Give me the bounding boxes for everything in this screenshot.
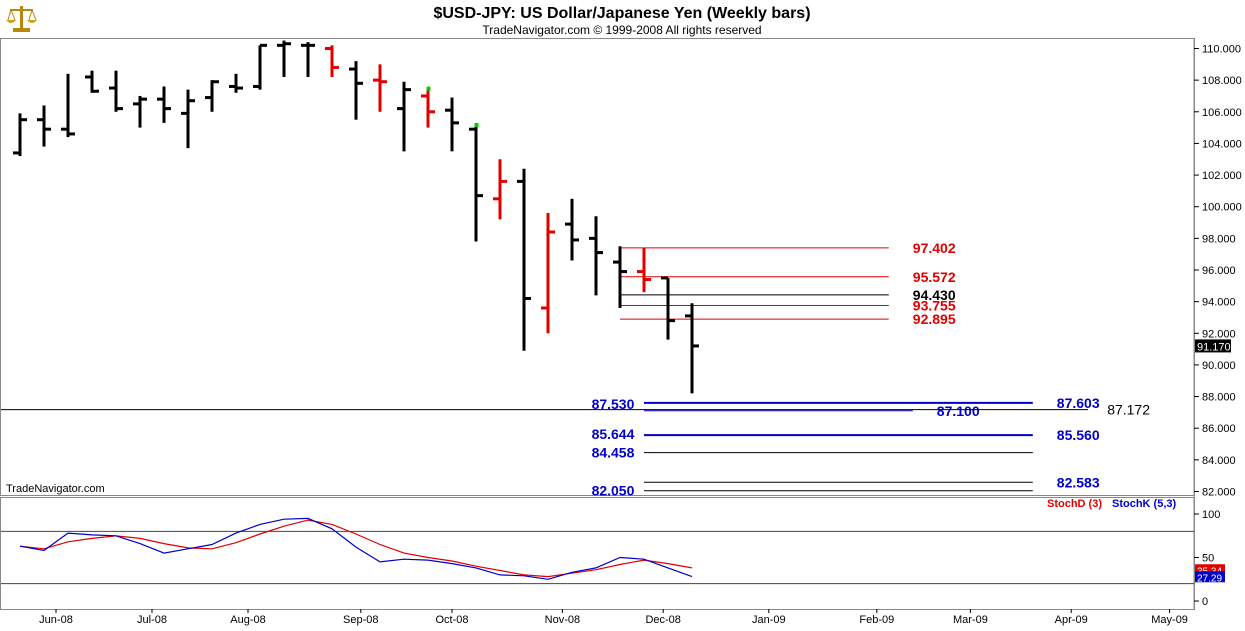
signal-dot: [474, 123, 479, 128]
price-tick-label: 82.000: [1202, 487, 1236, 499]
level-label: 94.430: [913, 287, 956, 303]
oscillator-series-line: [19, 519, 693, 578]
ohlc-bar: [613, 246, 627, 308]
oscillator-tick-label: 100: [1202, 509, 1220, 521]
price-tick-label: 90.000: [1202, 360, 1236, 372]
ohlc-bar: [61, 73, 75, 138]
ohlc-bar: [13, 113, 27, 157]
level-label: 93.755: [913, 298, 956, 314]
price-tick-label: 104.000: [1202, 138, 1242, 150]
level-label: 82.583: [1057, 474, 1100, 490]
ohlc-bar: [589, 216, 603, 296]
oscillator-series-line: [19, 517, 693, 580]
time-tick-label: Oct-08: [435, 614, 468, 626]
ohlc-bar: [373, 64, 387, 112]
oscillator-last-badge: [1195, 564, 1225, 576]
time-tick-label: Jul-08: [137, 614, 167, 626]
legend-stoch-d: StochD (3): [1047, 498, 1102, 510]
ohlc-bar: [109, 70, 123, 112]
ohlc-bar: [37, 105, 51, 147]
ohlc-bar: [685, 303, 699, 394]
price-tick-label: 94.000: [1202, 297, 1236, 309]
price-tick-label: 92.000: [1202, 328, 1236, 340]
level-label-left: 85.644: [592, 426, 635, 442]
level-label-left: 84.458: [592, 445, 635, 461]
ohlc-bar: [517, 168, 531, 351]
scales-of-justice-icon: [6, 6, 37, 32]
time-tick-label: Aug-08: [230, 614, 265, 626]
last-price-badge: [1195, 339, 1231, 353]
signal-dot: [426, 86, 431, 91]
level-label: 85.560: [1057, 427, 1100, 443]
level-label-left: 82.050: [592, 483, 635, 499]
ohlc-bar: [205, 80, 219, 112]
price-tick-label: 86.000: [1202, 423, 1236, 435]
ohlc-bar: [85, 70, 99, 93]
ohlc-bar: [469, 123, 483, 242]
time-axis: Jun-08 Jul-08 Aug-08 Sep-08 Oct-08 Nov-08 Dec-…: [39, 609, 1188, 626]
price-tick-label: 84.000: [1202, 455, 1236, 467]
level-label: 92.895: [913, 311, 956, 327]
ohlc-bar: [181, 89, 195, 149]
ohlc-bars: [13, 40, 699, 394]
ohlc-bar: [397, 81, 411, 152]
time-tick-label: Mar-09: [953, 614, 988, 626]
time-tick-label: May-09: [1151, 614, 1188, 626]
ohlc-bar: [253, 43, 267, 90]
price-tick-label: 98.000: [1202, 233, 1236, 245]
horizontal-line-label: 87.172: [1107, 402, 1150, 418]
price-tick-label: 96.000: [1202, 265, 1236, 277]
ohlc-bar: [493, 159, 507, 220]
price-tick-label: 108.000: [1202, 75, 1242, 87]
ohlc-bar: [277, 40, 291, 77]
ohlc-bar: [541, 213, 555, 334]
watermark: TradeNavigator.com: [6, 483, 105, 495]
ohlc-bar: [325, 45, 339, 77]
price-tick-label: 100.000: [1202, 202, 1242, 214]
ohlc-bar: [661, 276, 675, 340]
ohlc-bar: [133, 95, 147, 128]
time-tick-label: Feb-09: [859, 614, 894, 626]
time-tick-label: Dec-08: [645, 614, 680, 626]
time-tick-label: Apr-09: [1055, 614, 1088, 626]
time-tick-label: Sep-08: [343, 614, 378, 626]
ohlc-bar: [301, 42, 315, 77]
oscillator-last-badge: [1195, 571, 1225, 583]
ohlc-bar: [637, 247, 651, 293]
chart-title: $USD-JPY: US Dollar/Japanese Yen (Weekly…: [433, 5, 810, 22]
ohlc-bar: [349, 61, 363, 120]
ohlc-bar: [421, 86, 435, 128]
chart-subtitle: TradeNavigator.com © 1999-2008 All right…: [482, 23, 761, 37]
level-label: 95.572: [913, 269, 956, 285]
price-tick-label: 106.000: [1202, 107, 1242, 119]
time-tick-label: Jan-09: [752, 614, 786, 626]
level-label-left: 87.530: [592, 396, 635, 412]
price-tick-label: 110.000: [1202, 44, 1241, 56]
price-axis: 110.000 108.000 106.000 104.000 102.000 100.0…: [1194, 44, 1242, 499]
price-tick-label: 102.000: [1202, 170, 1242, 182]
ohlc-bar: [229, 73, 243, 93]
last-price-label: 91.170: [1197, 341, 1231, 353]
oscillator-tick-label: 0: [1202, 596, 1208, 608]
time-tick-label: Nov-08: [545, 614, 580, 626]
ohlc-bar: [157, 86, 171, 123]
oscillator-last-label: 27.29: [1197, 573, 1222, 584]
level-label: 97.402: [913, 240, 956, 256]
price-tick-label: 88.000: [1202, 392, 1236, 404]
ohlc-bar: [565, 198, 579, 261]
legend-stoch-k: StochK (5,3): [1112, 498, 1177, 510]
level-label: 87.603: [1057, 395, 1100, 411]
ohlc-bar: [445, 97, 459, 152]
time-tick-label: Jun-08: [39, 614, 73, 626]
level-label: 87.100: [937, 403, 980, 419]
oscillator-tick-label: 50: [1202, 553, 1214, 565]
